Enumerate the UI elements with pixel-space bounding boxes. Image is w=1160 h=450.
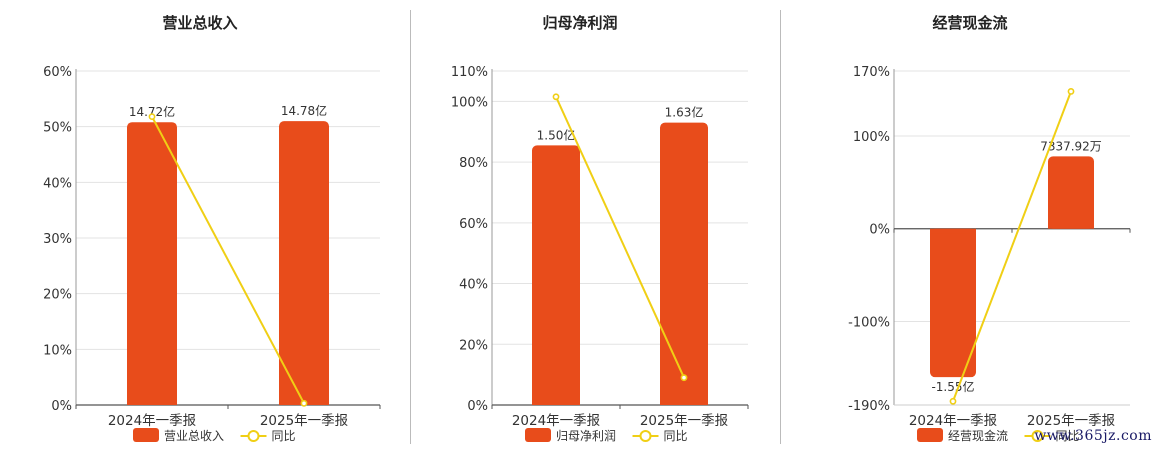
bar-value-label: 7337.92万 — [1040, 139, 1102, 153]
y-tick-label: 10% — [43, 343, 72, 358]
y-tick-label: 30% — [43, 232, 72, 247]
y-tick-label: 60% — [43, 65, 72, 80]
bar-base — [660, 400, 708, 405]
legend-bar-swatch — [525, 428, 551, 442]
y-tick-label: 20% — [43, 288, 72, 303]
y-tick-label: 100% — [451, 95, 488, 110]
chart-title: 营业总收入 — [162, 14, 238, 32]
bar — [532, 145, 580, 405]
bar-base — [1048, 223, 1094, 229]
watermark-text: www.365jz.com — [1034, 428, 1152, 444]
bar-base — [127, 400, 177, 405]
legend-line-label: 同比 — [664, 429, 688, 443]
bar-base — [930, 228, 976, 234]
legend-line-label: 同比 — [272, 429, 296, 443]
bar-value-label: 14.78亿 — [281, 103, 327, 118]
bar-value-label: 1.50亿 — [537, 127, 576, 142]
bar — [127, 122, 177, 406]
y-tick-label: 60% — [459, 217, 488, 232]
chart-svg: 0% 20% 40% 60% 80% 100% 110% 2024年一季报 2025年一季报 1.… — [451, 65, 749, 443]
bar — [279, 121, 329, 405]
chart-panel-net-profit: 归母净利润 0% 20% 40% 60% 80% 100% 110% 2024年一季报 2025… — [390, 0, 770, 450]
x-tick-label: 2025年一季报 — [1027, 413, 1115, 429]
line-point — [300, 399, 308, 407]
y-tick-label: -100% — [848, 316, 890, 331]
y-tick-label: 40% — [43, 176, 72, 191]
y-tick-label: 80% — [459, 156, 488, 171]
x-tick-label: 2024年一季报 — [108, 413, 196, 429]
bar-value-label: -1.55亿 — [931, 379, 974, 394]
chart-panel-cash-flow: 经营现金流 -190% -100% 0% 100% 170% 2024年一季报 2025年一… — [780, 0, 1160, 450]
line-point — [949, 397, 957, 405]
y-tick-label: 50% — [43, 121, 72, 136]
x-tick-label: 2025年一季报 — [260, 413, 348, 429]
legend-bar-swatch — [133, 428, 159, 442]
line-series — [151, 116, 305, 404]
x-tick-label: 2025年一季报 — [640, 413, 728, 429]
chart-svg: 0% 10% 20% 30% 40% 50% 60% 2024年一季报 2025年一季报 14.7… — [43, 65, 381, 443]
y-tick-label: 0% — [51, 399, 72, 414]
y-tick-label: 170% — [853, 65, 890, 80]
y-tick-label: 0% — [467, 399, 488, 414]
line-point — [552, 93, 560, 101]
chart-svg: -190% -100% 0% 100% 170% 2024年一季报 2025年一季报 -1.5… — [848, 65, 1131, 443]
legend-line-label: 同比 — [1056, 429, 1080, 443]
bar-value-label: 14.72亿 — [129, 104, 175, 119]
y-tick-label: 20% — [459, 338, 488, 353]
panel-divider — [780, 10, 781, 444]
chart-panel-revenue: 营业总收入 0% 10% 20% 30% 40% 50% 60% 2024年一季报 2025年一… — [0, 0, 400, 450]
y-tick-label: 40% — [459, 278, 488, 293]
chart-title: 归母净利润 — [542, 14, 618, 32]
legend-line-marker — [1031, 430, 1044, 442]
line-point — [1067, 88, 1075, 95]
panel-divider — [410, 10, 411, 444]
bar — [1048, 156, 1094, 229]
bar — [930, 228, 976, 378]
chart-title: 经营现金流 — [932, 14, 1008, 32]
y-tick-label: 0% — [869, 223, 890, 238]
x-tick-label: 2024年一季报 — [909, 413, 997, 429]
legend-bar-label: 经营现金流 — [948, 428, 1008, 443]
legend-line-marker — [639, 430, 652, 442]
bar — [660, 122, 708, 406]
legend-bar-label: 归母净利润 — [556, 429, 616, 443]
line-series — [952, 91, 1072, 402]
x-tick-label: 2024年一季报 — [512, 413, 600, 429]
y-tick-label: -190% — [848, 399, 890, 414]
line-point — [680, 374, 688, 382]
legend-bar-swatch — [917, 428, 943, 442]
legend-bar-label: 营业总收入 — [164, 429, 224, 443]
y-tick-label: 110% — [451, 65, 488, 80]
line-point — [148, 113, 156, 121]
legend-line-marker — [247, 430, 260, 442]
line-series — [555, 96, 685, 379]
bar-base — [532, 400, 580, 405]
bar-value-label: 1.63亿 — [665, 105, 704, 120]
y-tick-label: 100% — [853, 130, 890, 145]
